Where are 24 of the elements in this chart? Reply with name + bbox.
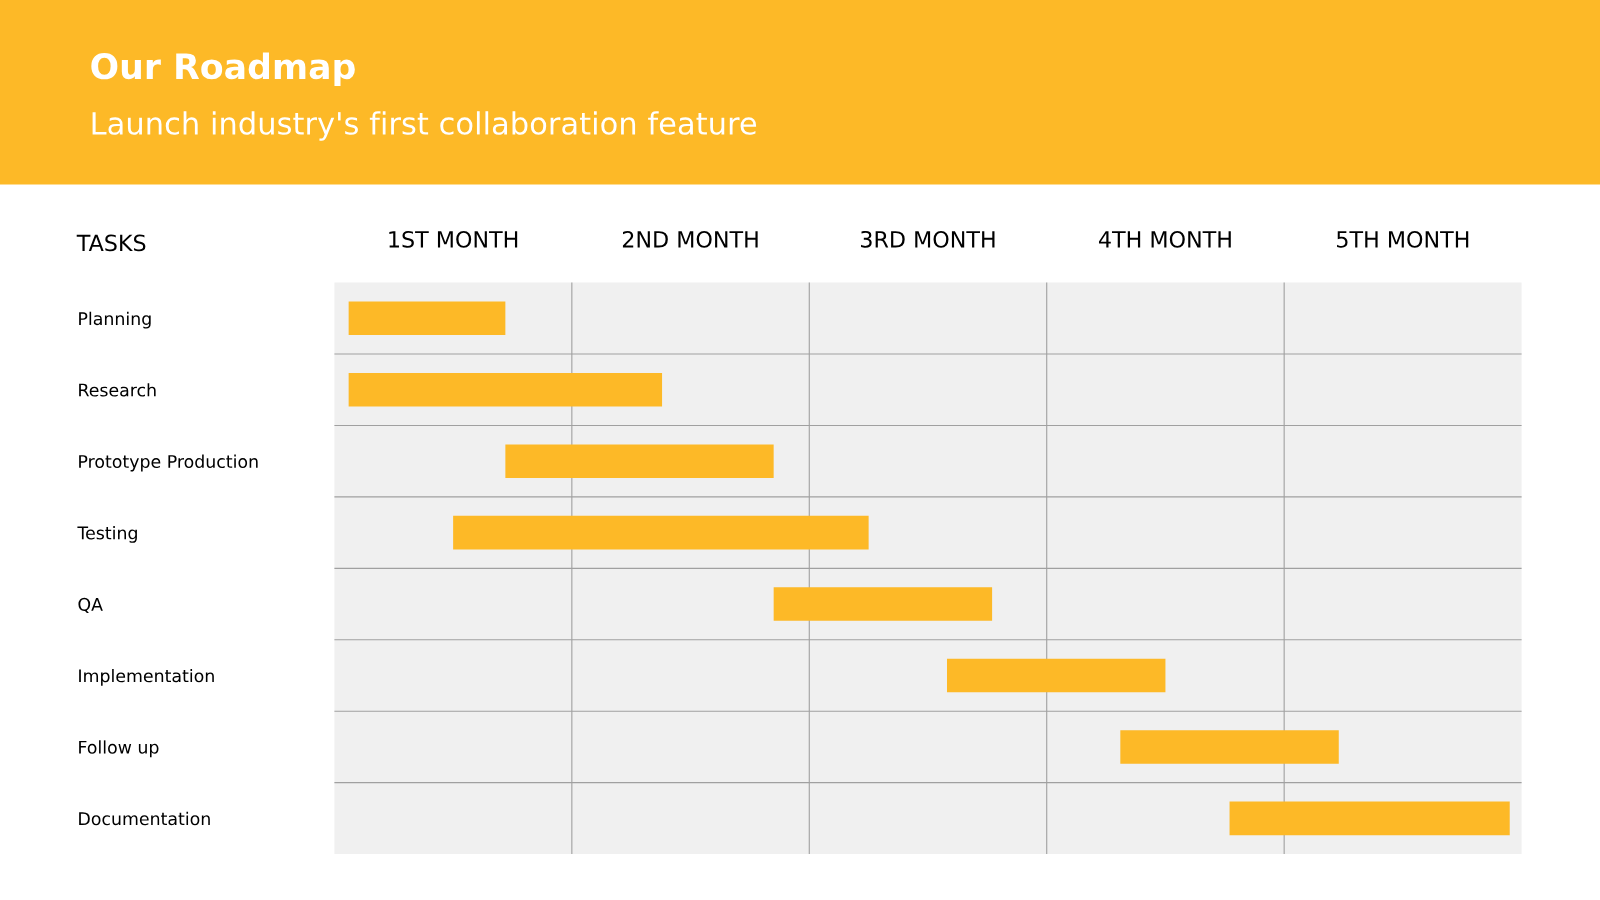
bar [348, 372, 663, 407]
y-tick-label: Testing [77, 526, 137, 543]
chart-subtitle: Launch industry's first collaboration feature [92, 111, 757, 141]
y-tick-label: Implementation [79, 668, 214, 686]
bar [773, 587, 993, 621]
y-tick-label: QA [78, 597, 103, 613]
bar [505, 444, 774, 478]
y-tick-label: Research [79, 383, 156, 397]
y-tick-label: Documentation [79, 811, 210, 826]
x-tick-label: 5TH MONTH [1337, 230, 1469, 248]
bar [947, 658, 1166, 693]
y-tick-label: Follow up [79, 740, 159, 758]
bar [453, 515, 869, 550]
x-tick-label: 4TH MONTH [1099, 230, 1231, 248]
chart-title: Our Roadmap [91, 52, 355, 87]
bar [1120, 730, 1339, 764]
x-tick-label: 3RD MONTH [861, 230, 995, 248]
bar [1229, 801, 1510, 836]
bar [348, 301, 506, 336]
x-tick-label: 1ST MONTH [389, 230, 518, 248]
y-tick-label: Planning [79, 311, 151, 329]
x-tick-label: 2ND MONTH [622, 230, 758, 248]
y-tick-label: Prototype Production [79, 454, 258, 472]
y-axis-title: TASKS [76, 234, 146, 252]
